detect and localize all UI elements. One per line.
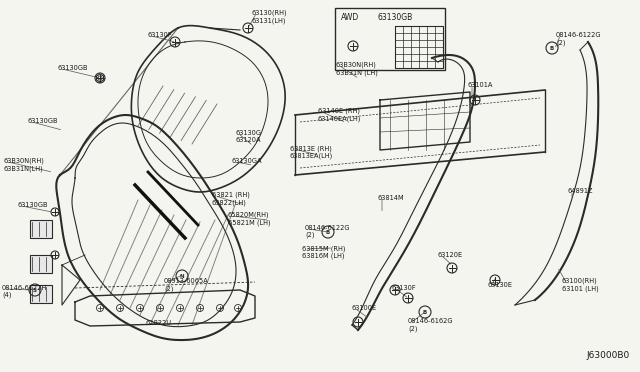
Text: 62822U: 62822U (145, 320, 171, 326)
Text: 63813E (RH)
63813EA(LH): 63813E (RH) 63813EA(LH) (290, 145, 333, 159)
Text: 63815M (RH)
63816M (LH): 63815M (RH) 63816M (LH) (302, 245, 346, 259)
Text: B: B (423, 310, 427, 314)
Bar (335, 8, 445, 70)
Text: 63130(RH)
63131(LH): 63130(RH) 63131(LH) (252, 10, 287, 24)
Text: B: B (550, 45, 554, 51)
Text: AWD: AWD (341, 13, 359, 22)
Text: 63140E (RH)
63140EA(LH): 63140E (RH) 63140EA(LH) (318, 108, 362, 122)
Text: 63130GB: 63130GB (18, 202, 49, 208)
Text: 63B30N(RH)
63B31N(LH): 63B30N(RH) 63B31N(LH) (4, 158, 45, 172)
Text: 63130G
63120A: 63130G 63120A (235, 130, 261, 143)
Bar (395, 26, 443, 68)
Text: 08146-6122H
(4): 08146-6122H (4) (2, 285, 47, 298)
Text: J63000B0: J63000B0 (587, 351, 630, 360)
Text: 63130GB: 63130GB (377, 13, 412, 22)
Text: 64891Z: 64891Z (568, 188, 593, 194)
Text: 63130F: 63130F (148, 32, 173, 38)
Text: 63101A: 63101A (468, 82, 493, 88)
Text: 63120E: 63120E (438, 252, 463, 258)
Text: 08146-6162G
(2): 08146-6162G (2) (408, 318, 454, 331)
Bar (30, 285, 52, 303)
Text: S: S (33, 288, 37, 292)
Bar (30, 255, 52, 273)
Text: 08913-6065A
(2): 08913-6065A (2) (164, 278, 209, 292)
Text: 63130GB: 63130GB (58, 65, 88, 71)
Text: 63814M: 63814M (378, 195, 404, 201)
Text: 63821 (RH)
63822(LH): 63821 (RH) 63822(LH) (212, 192, 250, 206)
Text: 65820M(RH)
65821M (LH): 65820M(RH) 65821M (LH) (228, 212, 271, 226)
Text: 08146-6122G
(2): 08146-6122G (2) (556, 32, 602, 45)
Text: 63130GA: 63130GA (232, 158, 262, 164)
Text: 63130F: 63130F (392, 285, 417, 291)
Text: 63130E: 63130E (488, 282, 513, 288)
Text: 63100(RH)
63101 (LH): 63100(RH) 63101 (LH) (562, 278, 599, 292)
Text: B: B (326, 230, 330, 234)
Text: N: N (180, 273, 184, 279)
Text: 63100E: 63100E (352, 305, 377, 311)
Text: 63B30N(RH)
63B31N (LH): 63B30N(RH) 63B31N (LH) (336, 62, 378, 76)
Text: 63130GB: 63130GB (28, 118, 58, 124)
Text: 08146-6122G
(2): 08146-6122G (2) (305, 225, 351, 238)
Bar (30, 220, 52, 238)
